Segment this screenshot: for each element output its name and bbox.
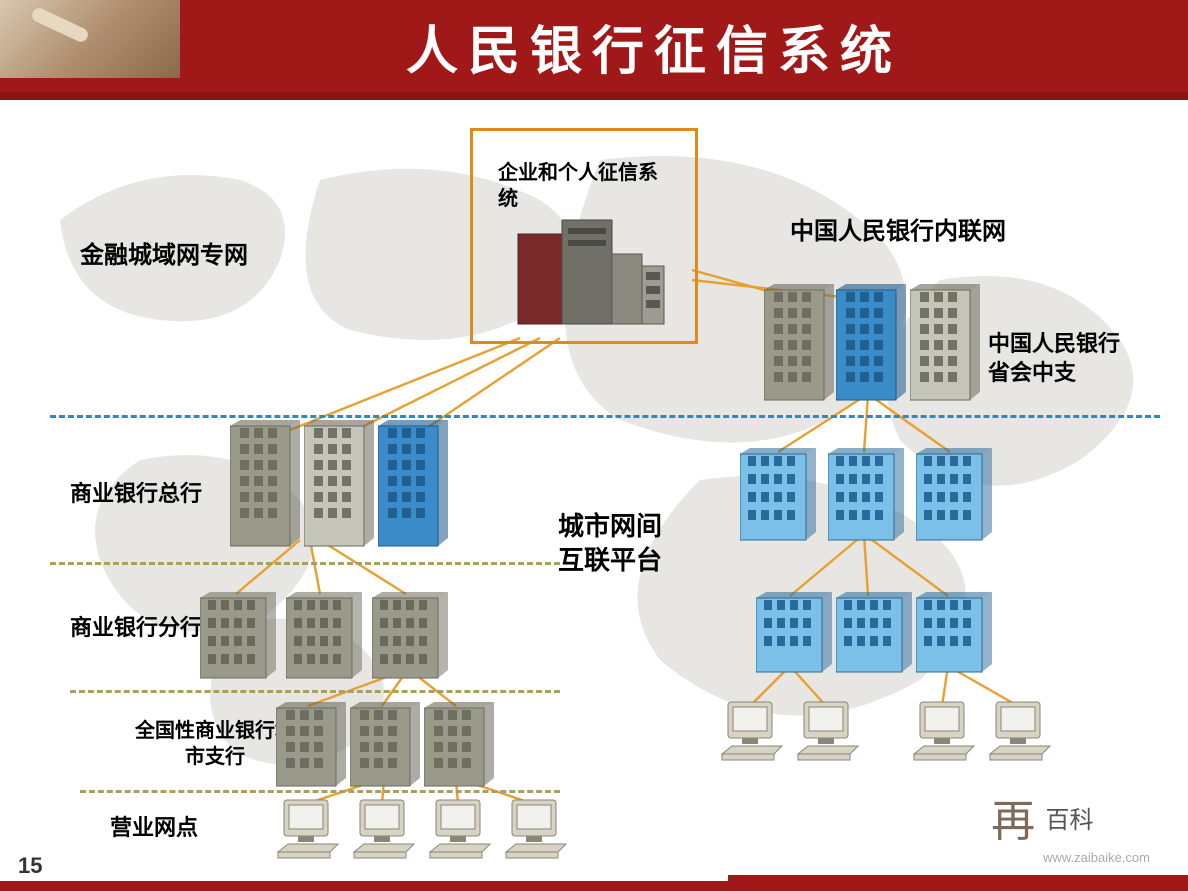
building-tall-icon [764, 284, 844, 407]
label-business-outlet: 营业网点 [110, 814, 250, 843]
terminal-icon [276, 798, 342, 865]
watermark: 再 百科 www.zaibaike.com [991, 785, 1150, 867]
building-wide-icon [740, 448, 820, 547]
dashed-separator [50, 415, 1160, 418]
header-corner-photo [0, 0, 180, 78]
building-wide-icon [756, 592, 836, 679]
terminal-icon [352, 798, 418, 865]
slide-header: 人民银行征信系统 [0, 0, 1188, 92]
terminal-icon [720, 700, 786, 767]
terminal-icon [428, 798, 494, 865]
label-national-commercial-bank-city-branch: 全国性商业银行地市支行 [130, 718, 300, 770]
building-tall-icon [910, 284, 990, 407]
watermark-logo: 再 [991, 785, 1035, 849]
label-city-interconnect-platform: 城市网间 互联平台 [520, 510, 700, 578]
terminal-icon [988, 700, 1054, 767]
building-tall-icon [276, 702, 356, 793]
building-wide-icon [372, 592, 452, 685]
terminal-icon [504, 798, 570, 865]
building-tall-icon [350, 702, 430, 793]
server-cluster-icon [512, 210, 672, 330]
building-wide-icon [836, 592, 916, 679]
building-wide-icon [286, 592, 366, 685]
building-tall-icon [424, 702, 504, 793]
terminal-icon [912, 700, 978, 767]
label-credit-system: 企业和个人征信系统 [498, 160, 674, 212]
text-line-2: 互联平台 [558, 545, 662, 575]
building-wide-icon [200, 592, 280, 685]
label-commercial-bank-hq: 商业银行总行 [70, 480, 240, 509]
dashed-separator [80, 790, 560, 793]
dashed-separator [50, 562, 560, 565]
label-finance-metro-net: 金融城域网专网 [80, 240, 300, 271]
slide-canvas: 人民银行征信系统 企业和个人征信系统 金融城域网专网 中国人民银行内联网 中国人… [0, 0, 1188, 891]
watermark-text: 百科 [1046, 800, 1094, 835]
watermark-url: www.zaibaike.com [1043, 850, 1150, 865]
building-tall-icon [836, 284, 916, 407]
building-tall-icon [304, 420, 384, 553]
footer-red-bar [0, 881, 1188, 891]
slide-page-number: 15 [18, 853, 42, 879]
building-wide-icon [916, 448, 996, 547]
building-wide-icon [828, 448, 908, 547]
text-line-1: 城市网间 [558, 511, 662, 541]
header-underline [0, 92, 1188, 100]
building-wide-icon [916, 592, 996, 679]
label-pboc-intranet: 中国人民银行内联网 [790, 216, 1050, 247]
dashed-separator [70, 690, 560, 693]
building-tall-icon [230, 420, 310, 553]
terminal-icon [796, 700, 862, 767]
building-tall-icon [378, 420, 458, 553]
label-pboc-provincial-branch: 中国人民银行省会中支 [988, 330, 1128, 387]
slide-title: 人民银行征信系统 [406, 9, 902, 84]
